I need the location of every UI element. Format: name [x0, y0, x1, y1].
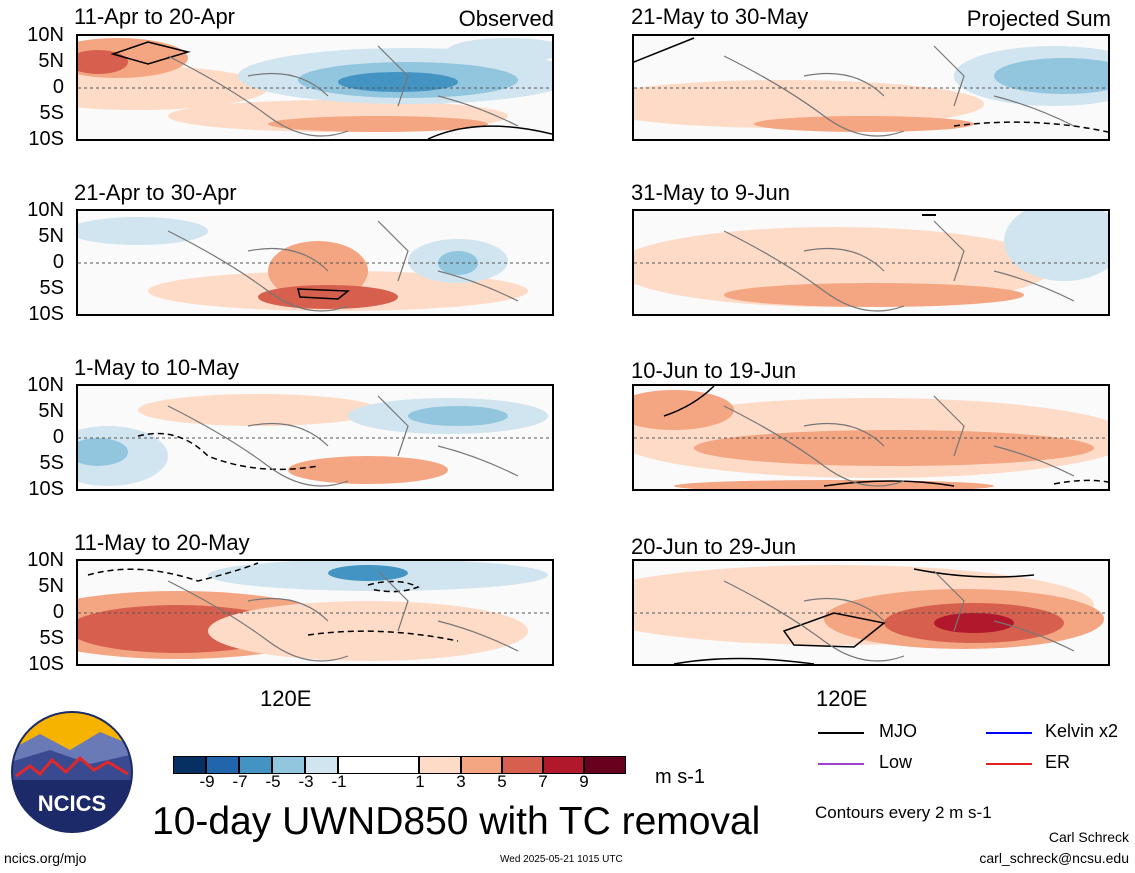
panel-title-proj-1: 21-May to 30-May — [631, 4, 809, 29]
legend-line-er — [986, 763, 1032, 765]
map-proj-1 — [632, 34, 1110, 141]
colorbar-tick: -9 — [199, 772, 215, 791]
colorbar-swatch — [584, 756, 626, 774]
lat-label-5s: 5S — [39, 452, 64, 474]
ncics-logo: NCICS — [10, 710, 134, 834]
colorbar-swatch — [272, 756, 305, 774]
map-obs-4 — [76, 559, 554, 666]
legend-label-low: Low — [879, 752, 913, 772]
x-axis-label-left: 120E — [260, 686, 312, 711]
colorbar-tick: 3 — [456, 772, 466, 791]
lat-label-eq: 0 — [52, 426, 64, 448]
colorbar-swatch — [305, 756, 338, 774]
legend-label-kelvin: Kelvin x2 — [1045, 721, 1119, 741]
legend-label-er: ER — [1045, 752, 1071, 772]
lat-label-10n: 10N — [27, 199, 64, 221]
lat-label-5n: 5N — [38, 400, 64, 422]
panel-title-obs-3: 1-May to 10-May — [74, 355, 240, 380]
colorbar-tick: 1 — [415, 772, 425, 791]
panel-title-obs-2: 21-Apr to 30-Apr — [74, 180, 237, 205]
map-obs-1 — [76, 34, 554, 141]
lat-label-5s: 5S — [39, 277, 64, 299]
panel-title-obs-1: 11-Apr to 20-Apr — [74, 4, 236, 29]
author-email: carl_schreck@ncsu.edu — [979, 850, 1129, 866]
lat-label-10n: 10N — [27, 549, 64, 571]
colorbar-swatch — [419, 756, 461, 774]
timestamp: Wed 2025-05-21 1015 UTC — [500, 854, 623, 865]
colorbar-tick: 7 — [538, 772, 548, 791]
colorbar-tick: -5 — [265, 772, 281, 791]
lat-label-eq: 0 — [52, 251, 64, 273]
figure-title: 10-day UWND850 with TC removal — [152, 800, 761, 843]
map-proj-3 — [632, 384, 1110, 491]
contour-note: Contours every 2 m s-1 — [815, 803, 992, 822]
observed-label: Observed — [458, 6, 554, 31]
legend-line-mjo — [818, 732, 864, 734]
colorbar-swatch — [239, 756, 272, 774]
legend-label-mjo: MJO — [879, 721, 917, 741]
lat-label-eq: 0 — [52, 76, 64, 98]
lat-label-5s: 5S — [39, 102, 64, 124]
map-obs-2 — [76, 209, 554, 316]
lat-label-5n: 5N — [38, 50, 64, 72]
colorbar-swatch — [461, 756, 502, 774]
colorbar-swatch — [502, 756, 543, 774]
colorbar-swatch — [206, 756, 239, 774]
colorbar-swatch — [338, 756, 419, 774]
projected-sum-label: Projected Sum — [966, 6, 1111, 31]
lat-label-10n: 10N — [27, 24, 64, 46]
map-proj-2 — [632, 209, 1110, 316]
colorbar-tick: -7 — [232, 772, 248, 791]
colorbar-tick: -1 — [331, 772, 347, 791]
panel-title-proj-4: 20-Jun to 29-Jun — [631, 534, 797, 559]
lat-label-eq: 0 — [52, 601, 64, 623]
lat-label-10s: 10S — [28, 653, 64, 675]
lat-label-5n: 5N — [38, 225, 64, 247]
map-proj-4 — [632, 559, 1110, 666]
panel-title-proj-3: 10-Jun to 19-Jun — [631, 358, 797, 383]
map-obs-3 — [76, 384, 554, 491]
legend-line-kelvin — [986, 732, 1032, 734]
colorbar-swatch — [543, 756, 584, 774]
panel-title-obs-4: 11-May to 20-May — [74, 530, 250, 555]
colorbar-tick: -3 — [298, 772, 314, 791]
lat-label-5s: 5S — [39, 627, 64, 649]
lat-label-10n: 10N — [27, 374, 64, 396]
colorbar-swatch — [173, 756, 206, 774]
x-axis-label-right: 120E — [816, 686, 868, 711]
legend-line-low — [818, 763, 864, 765]
logo-text: NCICS — [38, 791, 106, 816]
units-label: m s-1 — [655, 766, 705, 788]
author-name: Carl Schreck — [1048, 829, 1129, 845]
panel-title-proj-2: 31-May to 9-Jun — [631, 180, 790, 205]
lat-label-10s: 10S — [28, 478, 64, 500]
lat-label-10s: 10S — [28, 128, 64, 150]
colorbar-tick: 5 — [497, 772, 507, 791]
site-link[interactable]: ncics.org/mjo — [4, 850, 87, 866]
colorbar-tick: 9 — [579, 772, 589, 791]
lat-label-10s: 10S — [28, 303, 64, 325]
lat-label-5n: 5N — [38, 575, 64, 597]
